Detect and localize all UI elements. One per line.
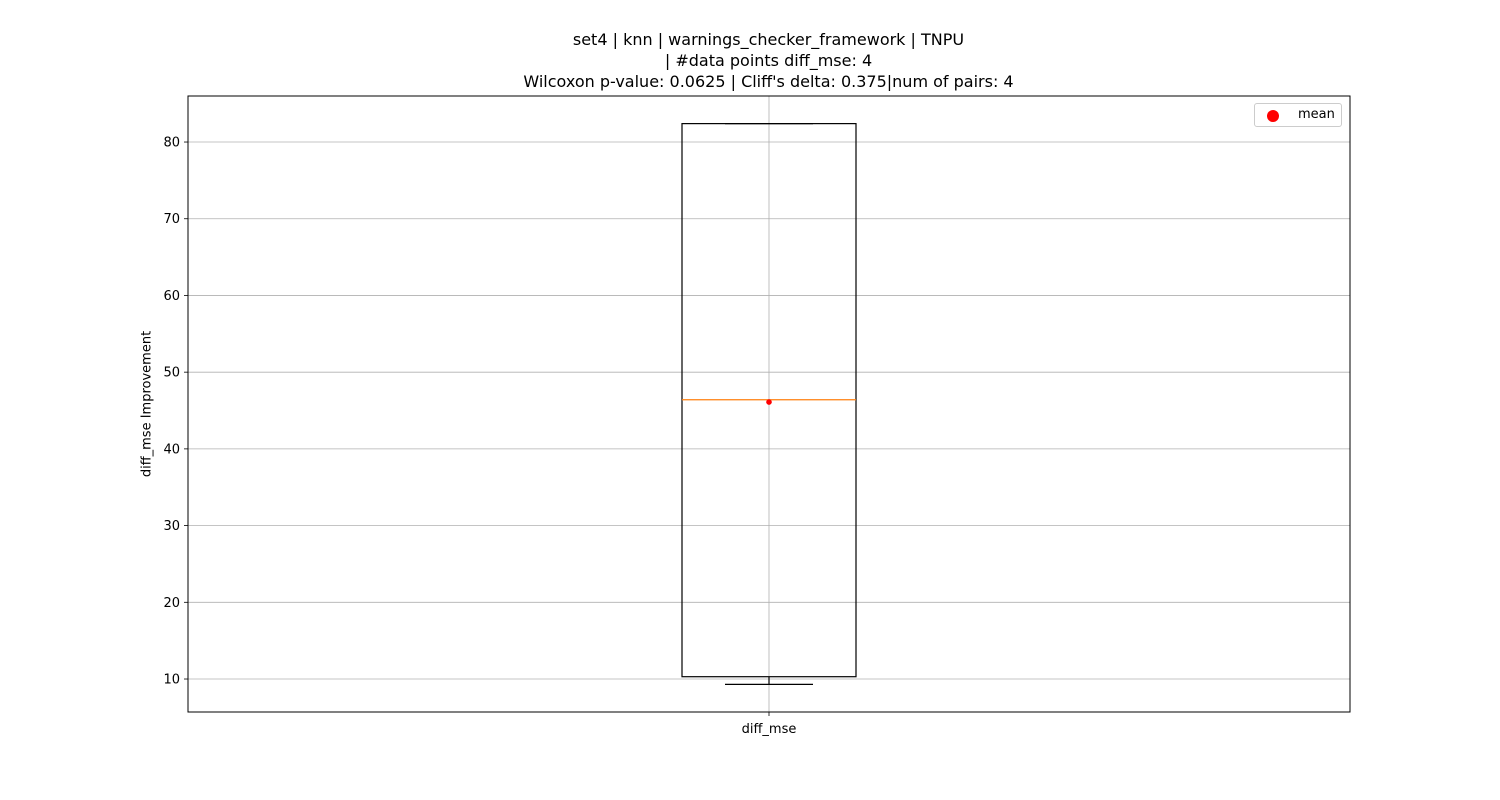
y-tick-label: 20: [163, 596, 180, 611]
legend-mean-label: mean: [1298, 107, 1335, 122]
box-layer: [681, 123, 857, 685]
chart-title-line-3: Wilcoxon p-value: 0.0625 | Cliff's delta…: [523, 72, 1014, 91]
x-tick-label: diff_mse: [742, 722, 797, 737]
y-tick-label: 50: [163, 366, 180, 381]
y-tick-label: 60: [163, 289, 180, 304]
chart-title-line-1: set4 | knn | warnings_checker_framework …: [572, 30, 965, 49]
y-tick-label: 30: [163, 519, 180, 534]
y-tick-label: 80: [163, 136, 180, 151]
axis-ticks: 10 20 30 40 50 60 70 80 diff_mse: [163, 136, 796, 737]
y-tick-label: 10: [163, 673, 180, 688]
mean-marker: [766, 399, 772, 405]
y-tick-label: 40: [163, 442, 180, 457]
legend-mean-marker: [1267, 110, 1279, 122]
chart-title-line-2: | #data points diff_mse: 4: [664, 51, 873, 70]
y-tick-label: 70: [163, 212, 180, 227]
legend: mean: [1254, 103, 1342, 127]
